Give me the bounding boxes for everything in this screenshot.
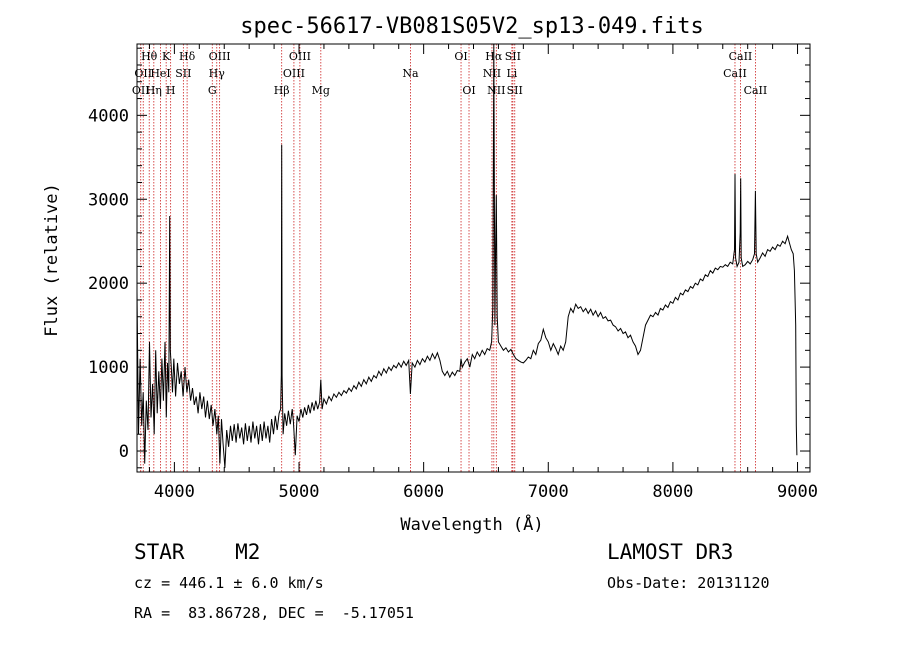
line-label: CaII [723,67,747,80]
y-tick-label: 2000 [88,274,129,294]
coordinates: RA = 83.86728, DEC = -5.17051 [134,604,414,622]
line-label: OI [454,50,467,63]
plot-frame [136,43,811,473]
line-label: NII [487,84,505,97]
line-label: Hθ [141,50,158,63]
line-label: Hη [146,84,162,97]
line-markers [140,44,756,472]
x-tick-label: 8000 [652,482,693,502]
line-label: K [162,50,171,63]
x-tick-label: 5000 [279,482,320,502]
chart-title: spec-56617-VB081S05V2_sp13-049.fits [240,14,704,39]
line-label: OIII [283,67,305,80]
redshift-readout: cz = 446.1 ± 6.0 km/s [134,574,324,592]
x-tick-label: 4000 [154,482,195,502]
y-axis: 0 1000 2000 3000 4000 [88,47,810,469]
x-axis: 4000 5000 6000 7000 8000 9000 [148,44,818,502]
line-label: CaII [744,84,768,97]
line-label: OII [132,84,150,97]
line-label: SII [175,67,191,80]
line-label: CaII [729,50,753,63]
line-label: NII [483,67,501,80]
obs-date: Obs-Date: 20131120 [607,574,770,592]
x-tick-label: 6000 [403,482,444,502]
line-label: SII [505,50,521,63]
y-tick-label: 1000 [88,358,129,378]
x-tick-label: 9000 [777,482,818,502]
line-label: Li [506,67,517,80]
line-label: G [208,84,217,97]
line-label: Hγ [209,67,226,80]
line-label: SII [507,84,523,97]
y-tick-label: 4000 [88,106,129,126]
line-label: Na [402,67,419,80]
line-label: Mg [312,84,330,97]
line-label: H [166,84,176,97]
line-label: OII [134,67,152,80]
line-label: Hβ [274,84,290,97]
survey-release: LAMOST DR3 [607,540,734,564]
line-label: OIII [209,50,231,63]
line-label: OI [462,84,475,97]
line-label: Hδ [179,50,196,63]
line-label: HeI [150,67,170,80]
y-tick-label: 0 [119,442,129,462]
spectrum-line [136,43,798,468]
line-labels: OII OII Hθ Hη HeI K H SII Hδ G Hγ OIII Hβ OIII OIII Mg N… [132,50,767,97]
line-label: OIII [289,50,311,63]
object-class: STAR M2 [134,540,261,564]
x-tick-label: 7000 [528,482,569,502]
y-axis-label: Flux (relative) [42,183,62,337]
y-tick-label: 3000 [88,190,129,210]
x-axis-label: Wavelength (Å) [400,513,543,535]
